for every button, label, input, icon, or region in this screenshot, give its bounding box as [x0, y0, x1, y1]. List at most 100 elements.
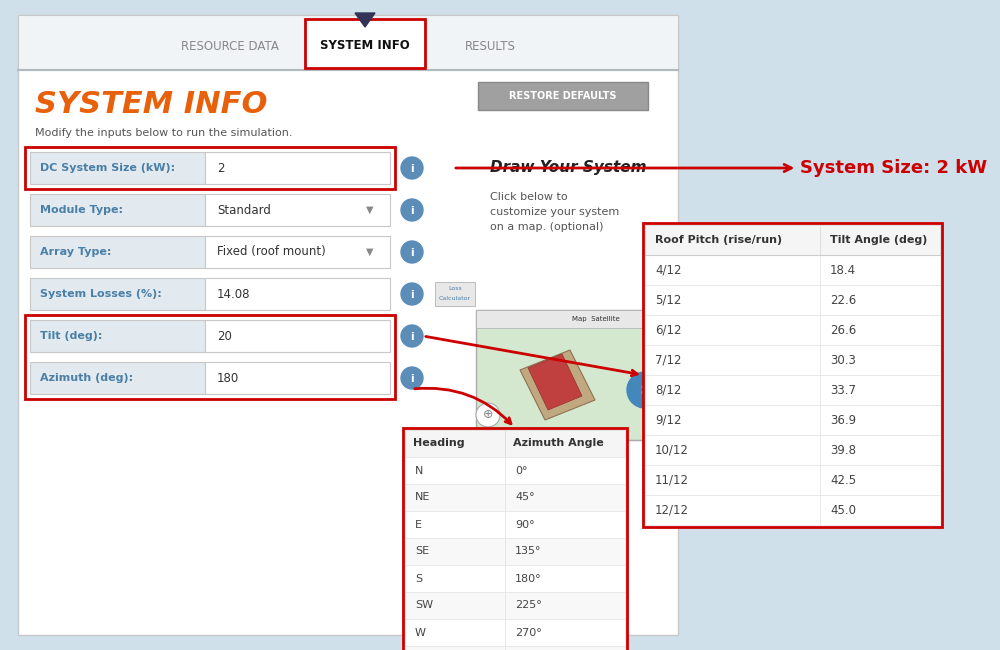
Text: W: W: [415, 627, 426, 638]
FancyBboxPatch shape: [505, 619, 625, 646]
Text: i: i: [410, 248, 414, 257]
FancyBboxPatch shape: [643, 223, 942, 527]
FancyBboxPatch shape: [820, 255, 940, 285]
Text: Heading: Heading: [413, 439, 465, 448]
FancyBboxPatch shape: [205, 194, 390, 226]
FancyBboxPatch shape: [645, 345, 820, 375]
FancyBboxPatch shape: [30, 278, 205, 310]
FancyBboxPatch shape: [18, 15, 678, 635]
Text: 2: 2: [217, 161, 224, 174]
Text: Azimuth Angle: Azimuth Angle: [513, 439, 604, 448]
Text: SE: SE: [415, 547, 429, 556]
Polygon shape: [520, 350, 595, 420]
FancyBboxPatch shape: [505, 457, 625, 484]
Text: 12/12: 12/12: [655, 504, 689, 517]
FancyBboxPatch shape: [645, 465, 820, 495]
Text: ▼: ▼: [366, 247, 374, 257]
Text: 14.08: 14.08: [217, 287, 250, 300]
FancyBboxPatch shape: [505, 646, 625, 650]
Text: Standard: Standard: [217, 203, 271, 216]
Text: 22.6: 22.6: [830, 294, 856, 307]
FancyBboxPatch shape: [435, 282, 475, 306]
Text: Azimuth (deg):: Azimuth (deg):: [40, 373, 133, 383]
Text: ▼: ▼: [366, 205, 374, 215]
Polygon shape: [528, 354, 582, 410]
Text: 18.4: 18.4: [830, 263, 856, 276]
Text: 30.3: 30.3: [830, 354, 856, 367]
Circle shape: [401, 241, 423, 263]
FancyBboxPatch shape: [505, 565, 625, 592]
FancyBboxPatch shape: [30, 194, 205, 226]
FancyBboxPatch shape: [403, 428, 627, 650]
Text: Module Type:: Module Type:: [40, 205, 123, 215]
Text: 39.8: 39.8: [830, 443, 856, 456]
Text: SYSTEM INFO: SYSTEM INFO: [320, 39, 410, 52]
Text: Tilt Angle (deg): Tilt Angle (deg): [830, 235, 927, 245]
FancyBboxPatch shape: [405, 484, 505, 511]
Text: Loss: Loss: [448, 287, 462, 291]
Circle shape: [476, 403, 500, 427]
FancyBboxPatch shape: [505, 592, 625, 619]
Circle shape: [627, 372, 663, 408]
Text: 6/12: 6/12: [655, 324, 682, 337]
Text: 180: 180: [217, 372, 239, 385]
Text: N: N: [415, 465, 423, 476]
Text: Tilt (deg):: Tilt (deg):: [40, 331, 102, 341]
Text: NE: NE: [415, 493, 430, 502]
Text: 45°: 45°: [515, 493, 535, 502]
FancyBboxPatch shape: [478, 82, 648, 110]
FancyBboxPatch shape: [305, 19, 425, 68]
Text: 11/12: 11/12: [655, 473, 689, 486]
Text: RESOURCE DATA: RESOURCE DATA: [181, 40, 279, 53]
Text: 90°: 90°: [515, 519, 535, 530]
FancyBboxPatch shape: [476, 310, 661, 440]
FancyBboxPatch shape: [820, 315, 940, 345]
FancyBboxPatch shape: [820, 375, 940, 405]
Circle shape: [401, 283, 423, 305]
Text: 33.7: 33.7: [830, 384, 856, 396]
Text: System Losses (%):: System Losses (%):: [40, 289, 162, 299]
Text: 135°: 135°: [515, 547, 542, 556]
Text: System Size: 2 kW: System Size: 2 kW: [456, 159, 987, 177]
FancyBboxPatch shape: [405, 646, 505, 650]
Text: i: i: [410, 289, 414, 300]
Text: 9/12: 9/12: [655, 413, 682, 426]
FancyBboxPatch shape: [30, 236, 205, 268]
FancyBboxPatch shape: [205, 236, 390, 268]
FancyBboxPatch shape: [820, 345, 940, 375]
Text: 20: 20: [217, 330, 232, 343]
Text: 45.0: 45.0: [830, 504, 856, 517]
Text: SW: SW: [415, 601, 433, 610]
FancyBboxPatch shape: [30, 152, 205, 184]
FancyBboxPatch shape: [405, 457, 505, 484]
FancyBboxPatch shape: [820, 435, 940, 465]
Text: SYSTEM INFO: SYSTEM INFO: [35, 90, 267, 119]
FancyBboxPatch shape: [820, 225, 940, 255]
Text: Calculator: Calculator: [439, 296, 471, 302]
Text: »: »: [639, 381, 651, 399]
FancyBboxPatch shape: [645, 225, 820, 255]
Circle shape: [401, 325, 423, 347]
Circle shape: [401, 199, 423, 221]
Text: 10/12: 10/12: [655, 443, 689, 456]
Text: ⊕: ⊕: [483, 408, 493, 421]
FancyBboxPatch shape: [645, 255, 820, 285]
FancyBboxPatch shape: [405, 592, 505, 619]
FancyBboxPatch shape: [205, 278, 390, 310]
FancyBboxPatch shape: [645, 405, 820, 435]
FancyBboxPatch shape: [405, 511, 505, 538]
FancyBboxPatch shape: [645, 435, 820, 465]
FancyBboxPatch shape: [405, 619, 505, 646]
FancyBboxPatch shape: [18, 15, 678, 70]
Polygon shape: [355, 13, 375, 27]
FancyBboxPatch shape: [30, 362, 205, 394]
FancyBboxPatch shape: [205, 152, 390, 184]
Text: 270°: 270°: [515, 627, 542, 638]
FancyBboxPatch shape: [505, 511, 625, 538]
Text: i: i: [410, 164, 414, 174]
FancyBboxPatch shape: [405, 538, 505, 565]
FancyBboxPatch shape: [30, 320, 205, 352]
FancyBboxPatch shape: [505, 484, 625, 511]
Text: 225°: 225°: [515, 601, 542, 610]
Text: 42.5: 42.5: [830, 473, 856, 486]
